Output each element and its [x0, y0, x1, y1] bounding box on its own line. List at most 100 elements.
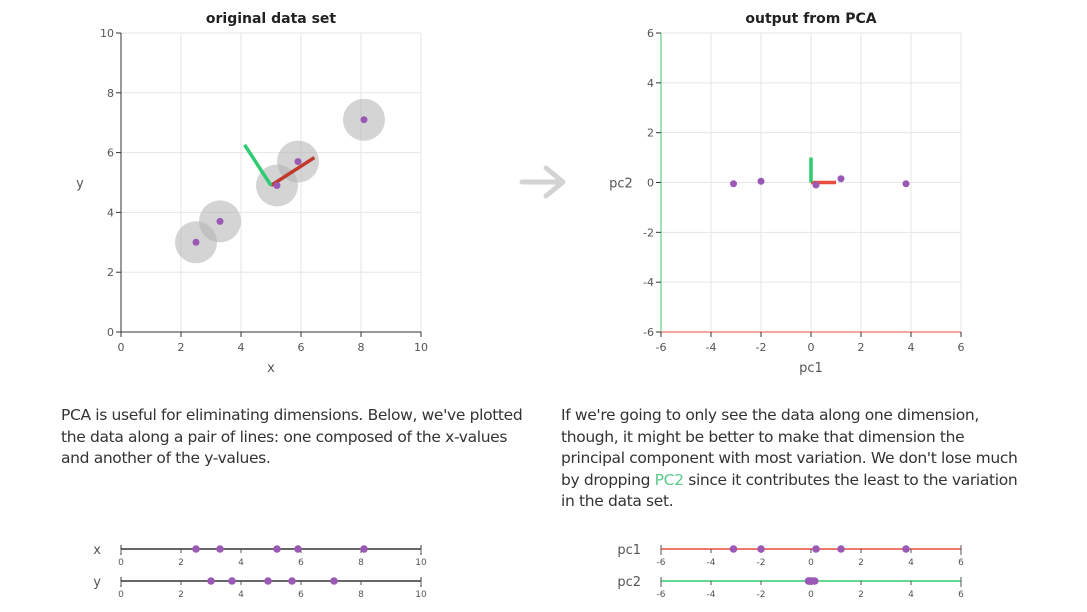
data-point [294, 158, 302, 166]
strip-data-point [264, 577, 272, 585]
data-point [812, 181, 820, 189]
y-tick-label: 4 [107, 206, 114, 219]
pc2-vector [243, 143, 273, 187]
strip-tick-label: 8 [358, 590, 364, 600]
strip-tick-label: 6 [958, 590, 964, 600]
x-tick-label: 10 [414, 341, 428, 354]
strip-tick-label: 0 [118, 590, 124, 600]
strip-data-point [757, 545, 765, 553]
pc2-highlight: PC2 [654, 470, 684, 489]
y-tick-label: -6 [643, 326, 654, 339]
data-point [360, 116, 368, 124]
xy-strip-plot: x 0 2 4 6 8 10 y 0 2 4 6 8 10 [93, 543, 427, 600]
left-explanation-text: PCA is useful for eliminating dimensions… [61, 406, 523, 467]
chart-title: original data set [206, 11, 337, 27]
right-arrow-icon [519, 165, 566, 199]
x-tick-label: 4 [238, 341, 245, 354]
y-tick-label: 6 [647, 27, 654, 40]
x-tick-label: -2 [756, 341, 767, 354]
strip-tick-label: 2 [858, 590, 864, 600]
x-tick-label: 0 [118, 341, 125, 354]
right-text-before: If we're going to only see the data alon… [561, 406, 1018, 489]
x-tick-label: -4 [706, 341, 717, 354]
strip-data-point [192, 545, 200, 553]
strip-data-point [228, 577, 236, 585]
strip-tick-label: 6 [298, 590, 304, 600]
y-tick-label: 0 [107, 326, 114, 339]
strip-tick-label: 6 [298, 558, 304, 568]
x-tick-label: 0 [808, 341, 815, 354]
strip-tick-label: 4 [908, 558, 914, 568]
strip-tick-label: 4 [238, 590, 244, 600]
pca-output-chart: -6 -4 -2 0 2 4 6 -6 -4 -2 0 2 4 6 output from PCA pc1 pc… [609, 11, 964, 376]
y-axis-label: pc2 [609, 177, 633, 192]
x-tick-label: 6 [298, 341, 305, 354]
strip-tick-label: -2 [757, 558, 766, 568]
x-tick-label: 4 [908, 341, 915, 354]
strip-row-label: y [93, 575, 101, 590]
strip-data-point [330, 577, 338, 585]
x-tick-label: -6 [656, 341, 667, 354]
strip-data-point [294, 545, 302, 553]
right-text-after: since it contributes the least to the va… [561, 470, 1018, 511]
strip-data-point [207, 577, 215, 585]
strip-data-point [216, 545, 224, 553]
strip-data-point [805, 577, 814, 585]
strip-tick-label: 2 [178, 558, 184, 568]
data-point [192, 238, 200, 246]
strip-tick-label: 4 [908, 590, 914, 600]
pc-strip-plot: pc1 -6 -4 -2 0 2 4 6 pc2 -6 -4 -2 0 2 4 6 [617, 543, 964, 600]
strip-tick-label: -6 [657, 590, 666, 600]
data-point [730, 180, 737, 188]
strip-data-point [360, 545, 368, 553]
strip-data-point [837, 545, 845, 553]
x-axis-label: x [267, 361, 275, 376]
y-axis-label: y [76, 177, 84, 192]
strip-tick-label: -4 [707, 590, 716, 600]
y-tick-label: -4 [643, 276, 654, 289]
y-tick-label: 10 [100, 27, 114, 40]
y-tick-label: 0 [647, 177, 654, 190]
x-tick-label: 8 [358, 341, 365, 354]
right-explanation-text: If we're going to only see the data alon… [561, 405, 1031, 513]
strip-tick-label: 2 [178, 590, 184, 600]
y-tick-label: 6 [107, 147, 114, 160]
x-tick-label: 2 [858, 341, 865, 354]
data-point [837, 175, 845, 183]
original-data-chart: 0 2 4 6 8 10 0 2 4 6 8 10 original data set x y [76, 11, 428, 376]
strip-tick-label: 4 [238, 558, 244, 568]
strip-data-point [729, 545, 738, 553]
y-tick-label: 8 [107, 87, 114, 100]
x-tick-label: 6 [958, 341, 965, 354]
strip-data-point [812, 545, 820, 553]
y-tick-label: 4 [647, 77, 654, 90]
strip-tick-label: -4 [707, 558, 716, 568]
strip-data-point [273, 545, 281, 553]
x-tick-label: 2 [178, 341, 185, 354]
strip-tick-label: 0 [808, 590, 814, 600]
strip-row-label: pc1 [617, 543, 641, 558]
x-axis-label: pc1 [799, 361, 823, 376]
strip-tick-label: -6 [657, 558, 666, 568]
strip-tick-label: 0 [808, 558, 814, 568]
strip-tick-label: 10 [415, 590, 427, 600]
strip-tick-label: 2 [858, 558, 864, 568]
data-point [902, 180, 910, 188]
strip-tick-label: 8 [358, 558, 364, 568]
y-tick-label: 2 [647, 127, 654, 140]
data-point [273, 181, 281, 189]
strip-row-label: pc2 [617, 575, 641, 590]
strip-row-label: x [93, 543, 101, 558]
data-point [757, 177, 765, 185]
data-point [216, 217, 224, 225]
strip-data-point [902, 545, 910, 553]
y-tick-label: 2 [107, 266, 114, 279]
strip-tick-label: 0 [118, 558, 124, 568]
strip-tick-label: 6 [958, 558, 964, 568]
y-tick-label: -2 [643, 226, 654, 239]
strip-data-point [288, 577, 296, 585]
chart-title: output from PCA [745, 11, 876, 27]
strip-tick-label: 10 [415, 558, 427, 568]
strip-tick-label: -2 [757, 590, 766, 600]
